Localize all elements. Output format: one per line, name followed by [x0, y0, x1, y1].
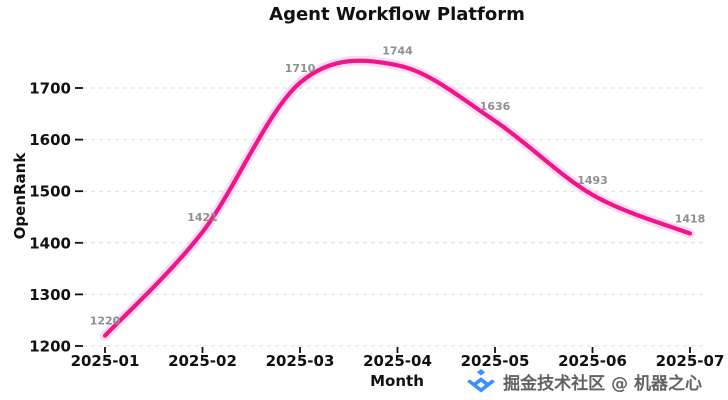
- point-label: 1418: [675, 213, 706, 226]
- x-axis-label: Month: [370, 372, 424, 390]
- chart-title: Agent Workflow Platform: [269, 4, 525, 25]
- point-label: 1220: [90, 315, 121, 328]
- point-label: 1421: [187, 211, 218, 224]
- x-tick-label: 2025-05: [461, 352, 530, 370]
- juejin-logo-icon: [467, 369, 496, 393]
- y-axis-label: OpenRank: [11, 152, 29, 240]
- y-tick-label: 1400: [29, 234, 71, 252]
- x-tick-label: 2025-06: [558, 352, 627, 370]
- y-tick-label: 1200: [29, 338, 71, 356]
- y-tick-label: 1500: [29, 183, 71, 201]
- point-label: 1493: [577, 174, 608, 187]
- point-label: 1636: [480, 100, 511, 113]
- y-tick-label: 1700: [29, 80, 71, 98]
- point-label: 1744: [382, 44, 413, 57]
- watermark-text: 掘金技术社区 @ 机器之心: [503, 373, 702, 394]
- x-tick-label: 2025-01: [71, 352, 140, 370]
- x-tick-label: 2025-07: [656, 352, 725, 370]
- x-tick-label: 2025-02: [168, 352, 237, 370]
- point-label: 1710: [285, 62, 316, 75]
- y-tick-label: 1600: [29, 131, 71, 149]
- watermark: 掘金技术社区 @ 机器之心: [466, 368, 702, 394]
- x-tick-label: 2025-03: [266, 352, 335, 370]
- series-line: [102, 58, 693, 338]
- x-tick-label: 2025-04: [363, 352, 432, 370]
- y-tick-label: 1300: [29, 286, 71, 304]
